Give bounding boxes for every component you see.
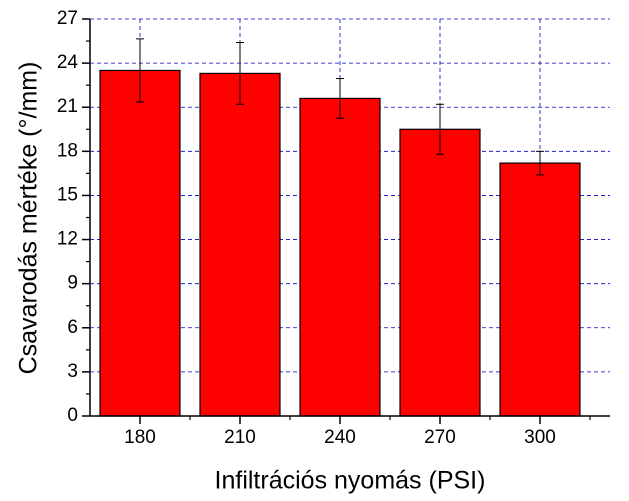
y-tick-label: 6 [67,317,78,338]
x-axis-label: Infiltrációs nyomás (PSI) [215,467,486,495]
y-tick-label: 9 [67,273,78,294]
x-tick-label: 270 [424,427,456,448]
y-tick-label: 15 [57,184,78,205]
y-tick-label: 12 [57,229,78,250]
x-tick-label: 300 [524,427,556,448]
bar [499,162,581,417]
x-tick-label: 240 [324,427,356,448]
y-tick-label: 3 [67,361,78,382]
y-tick-label: 24 [57,52,79,73]
error-bar [336,78,344,119]
bar [199,72,281,417]
y-tick-label: 27 [57,8,78,29]
y-tick-label: 21 [57,96,78,117]
bar [299,97,381,417]
error-bar [536,150,544,176]
y-tick-label: 0 [67,405,78,426]
x-tick-label: 180 [124,427,156,448]
y-axis-label: Csavarodás mértéke (°/mm) [15,62,43,375]
error-bar [236,42,244,105]
x-tick-label: 210 [224,427,256,448]
error-bar [136,38,144,103]
y-tick-label: 18 [57,140,78,161]
bar [399,128,481,417]
bar [99,69,181,417]
error-bar [436,103,444,155]
